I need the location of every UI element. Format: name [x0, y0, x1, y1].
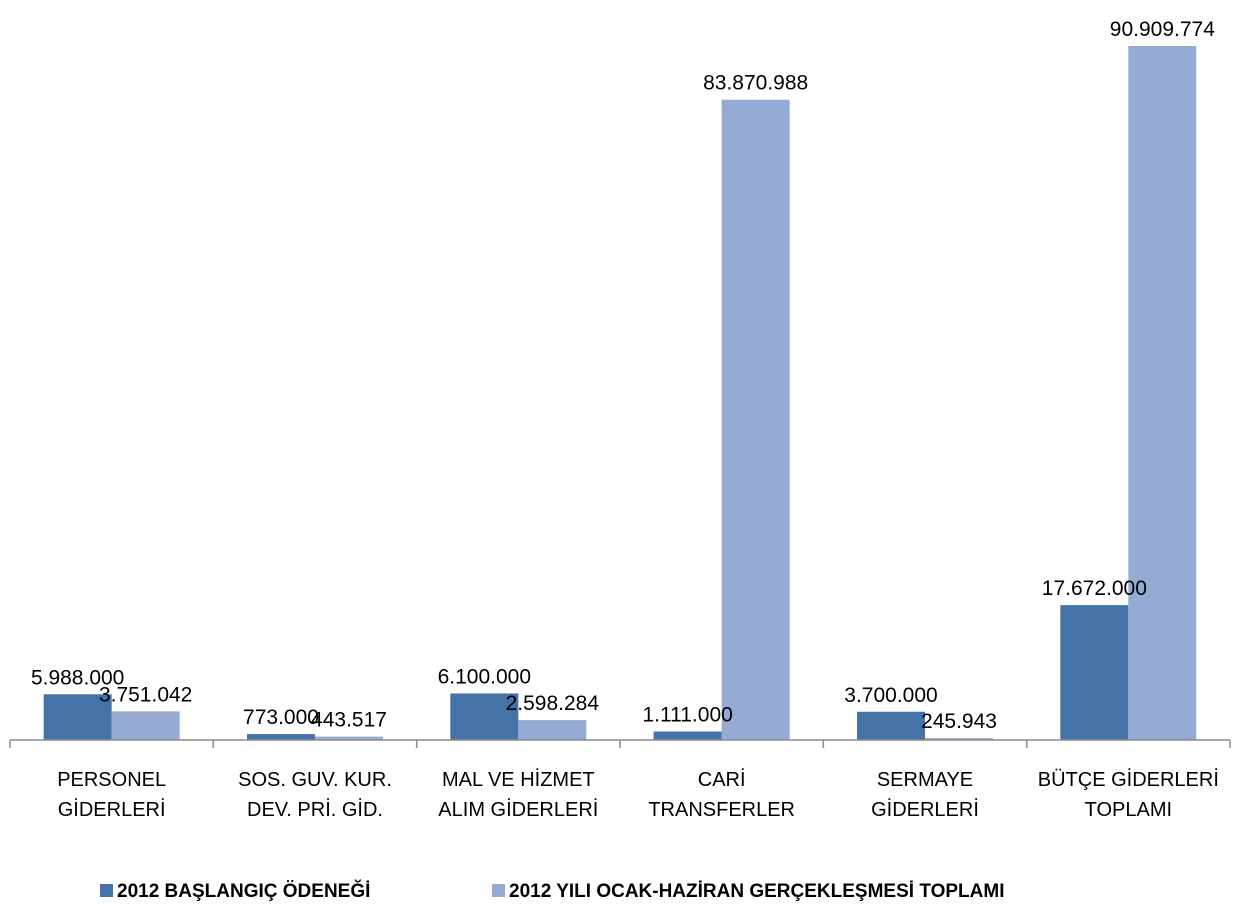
- category-label: SERMAYE: [877, 769, 973, 791]
- data-label: 245.943: [921, 710, 997, 733]
- bar-baslangic: [857, 711, 925, 740]
- bar-baslangic: [1060, 605, 1129, 740]
- data-label: 83.870.988: [703, 72, 808, 95]
- data-label: 1.111.000: [643, 704, 733, 727]
- category-labels: PERSONEL GİDERLERİ SOS. GUV. KUR. DEV. PRİ.…: [57, 768, 1219, 821]
- x-axis-ticks: [9, 740, 1231, 748]
- category-label: CARİ: [698, 768, 746, 791]
- category-label: MAL VE HİZMET: [442, 768, 595, 791]
- data-label: 90.909.774: [1110, 18, 1215, 41]
- legend-label: 2012 YILI OCAK-HAZİRAN GERÇEKLEŞMESİ TOP…: [509, 881, 1004, 902]
- category-label: SOS. GUV. KUR.: [238, 769, 392, 791]
- bar-gerceklesme: [518, 720, 587, 740]
- category-label: GİDERLERİ: [58, 798, 166, 821]
- category-label: PERSONEL: [57, 769, 166, 791]
- data-label: 17.672.000: [1042, 577, 1147, 600]
- legend: 2012 BAŞLANGIÇ ÖDENEĞİ 2012 YILI OCAK-HAZ…: [100, 880, 1004, 902]
- legend-swatch: [492, 884, 505, 897]
- bar-baslangic: [43, 694, 112, 740]
- data-label: 773.000: [243, 706, 319, 729]
- data-label: 5.988.000: [31, 666, 124, 689]
- data-label: 6.100.000: [438, 665, 531, 688]
- legend-swatch: [100, 884, 113, 897]
- bar-gerceklesme: [111, 711, 180, 740]
- bar-gerceklesme: [925, 738, 993, 740]
- bars-layer: [43, 46, 1197, 740]
- bar-baslangic: [247, 734, 315, 740]
- category-label: TRANSFERLER: [648, 799, 795, 821]
- bar-gerceklesme: [315, 736, 383, 740]
- bar-baslangic: [450, 693, 519, 740]
- data-label: 443.517: [311, 709, 387, 732]
- bar-gerceklesme: [721, 99, 790, 740]
- legend-label: 2012 BAŞLANGIÇ ÖDENEĞİ: [117, 880, 370, 902]
- category-label: BÜTÇE GİDERLERİ: [1038, 768, 1219, 791]
- category-label: ALIM GİDERLERİ: [438, 798, 598, 821]
- data-label: 3.700.000: [844, 684, 937, 707]
- category-label: DEV. PRİ. GİD.: [247, 798, 383, 821]
- bar-gerceklesme: [1128, 46, 1197, 740]
- data-label: 3.751.042: [99, 683, 192, 706]
- category-label: TOPLAMI: [1085, 799, 1172, 821]
- category-label: GİDERLERİ: [871, 798, 979, 821]
- data-label: 2.598.284: [506, 692, 600, 715]
- bar-baslangic: [653, 731, 722, 740]
